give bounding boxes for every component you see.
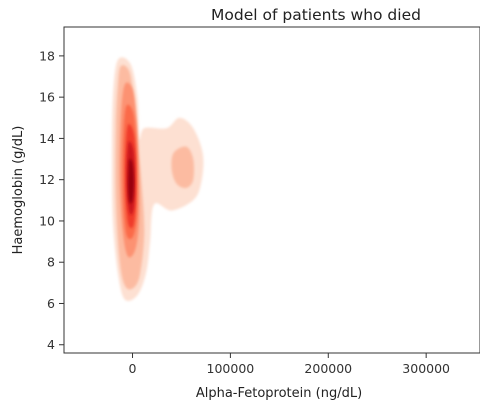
y-tick-label: 8 [47,255,55,270]
plot-area-frame [63,26,480,354]
x-tick-label: 300000 [402,361,450,376]
x-tick-label: 200000 [304,361,352,376]
density-contour-level-2-2 [171,146,195,189]
x-tick-label: 0 [129,361,137,376]
y-tick-label: 16 [39,90,55,105]
x-axis: 0 100000 200000 300000 [129,353,450,376]
density-contours [112,57,204,301]
y-tick-label: 10 [39,213,55,228]
y-axis-label: Haemoglobin (g/dL) [11,126,26,255]
x-tick-label: 100000 [207,361,255,376]
y-tick-label: 12 [39,172,55,187]
y-tick-label: 14 [39,131,55,146]
x-axis-label: Alpha-Fetoprotein (ng/dL) [196,386,362,401]
y-tick-label: 18 [39,48,55,63]
y-tick-label: 6 [47,296,55,311]
y-tick-label: 4 [47,337,55,352]
density-contour-level-7-7 [128,158,134,204]
chart-title: Model of patients who died [211,6,421,24]
y-axis: 4 6 8 10 12 14 16 18 [39,48,64,352]
